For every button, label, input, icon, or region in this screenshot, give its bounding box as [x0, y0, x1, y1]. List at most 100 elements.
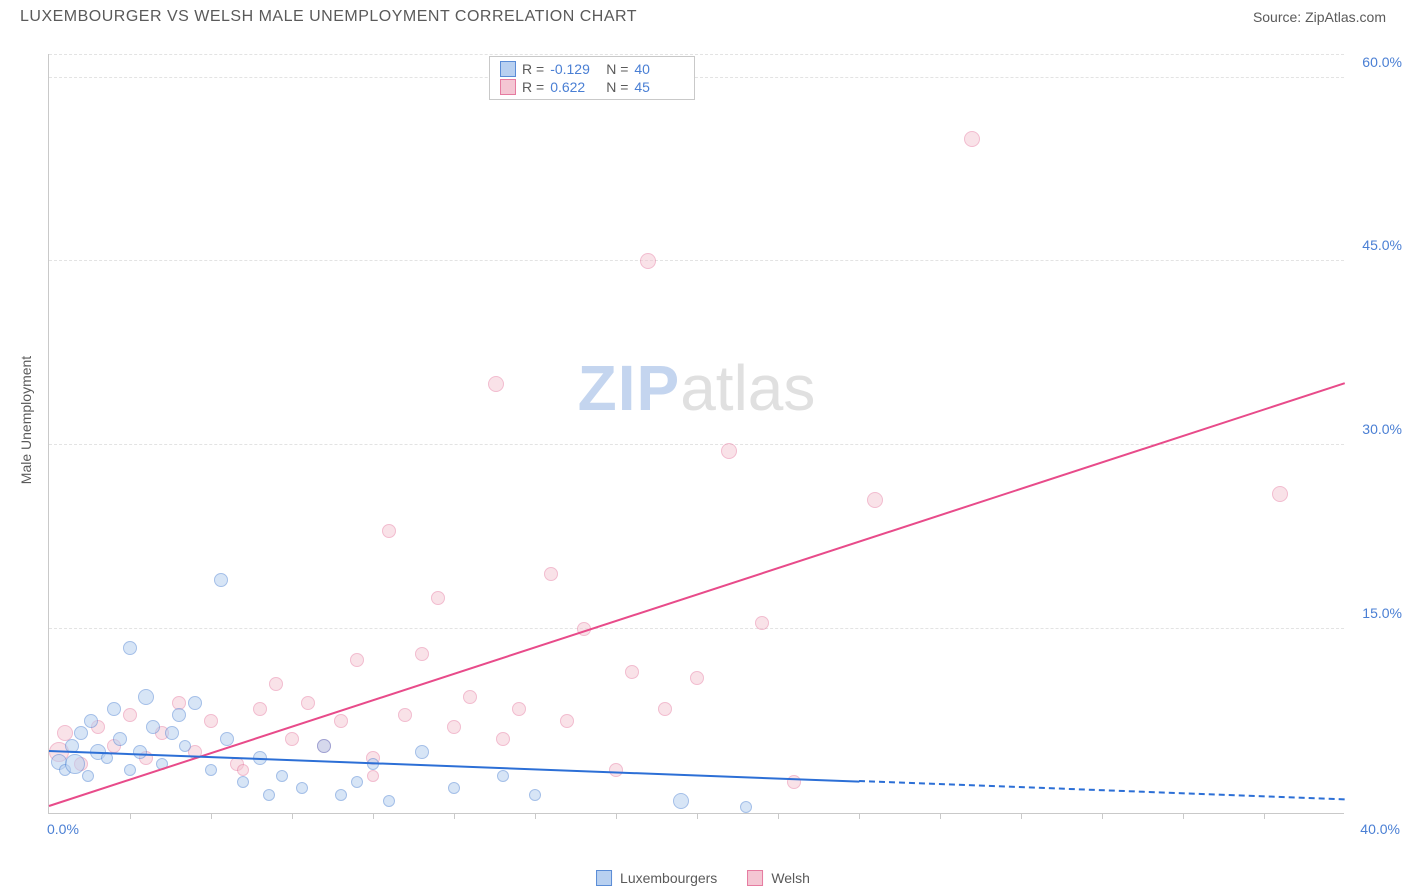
welsh-point [1272, 486, 1288, 502]
welsh-point [755, 616, 769, 630]
scatter-plot-area: ZIPatlas 15.0%30.0%45.0%60.0%0.0%40.0%R … [48, 54, 1344, 814]
lux-point [65, 754, 85, 774]
welsh-point [204, 714, 218, 728]
r-value: -0.129 [550, 61, 600, 77]
r-value: 0.622 [550, 79, 600, 95]
gridline [49, 54, 1344, 55]
legend-item-welsh: Welsh [747, 870, 810, 886]
welsh-point [237, 764, 249, 776]
welsh-point [690, 671, 704, 685]
r-label: R = [522, 61, 544, 77]
x-tick [211, 813, 212, 819]
lux-point [296, 782, 308, 794]
x-tick-label: 40.0% [1360, 821, 1400, 837]
welsh-point [253, 702, 267, 716]
watermark-atlas: atlas [680, 352, 815, 424]
x-tick [697, 813, 698, 819]
welsh-point [964, 131, 980, 147]
x-tick [1264, 813, 1265, 819]
lux-point [448, 782, 460, 794]
welsh-point [415, 647, 429, 661]
lux-point [415, 745, 429, 759]
lux-point [74, 726, 88, 740]
x-tick-label: 0.0% [47, 821, 79, 837]
y-tick-label: 15.0% [1362, 605, 1402, 621]
lux-point [740, 801, 752, 813]
r-label: R = [522, 79, 544, 95]
y-tick-label: 60.0% [1362, 54, 1402, 70]
lux-point [179, 740, 191, 752]
x-tick [1021, 813, 1022, 819]
legend-stat-row: R = 0.622 N = 45 [500, 79, 684, 95]
x-tick [616, 813, 617, 819]
lux-point [82, 770, 94, 782]
welsh-point [867, 492, 883, 508]
lux-point [351, 776, 363, 788]
welsh-point [285, 732, 299, 746]
n-label: N = [606, 79, 628, 95]
lux-point [497, 770, 509, 782]
welsh-point [350, 653, 364, 667]
chart-header: LUXEMBOURGER VS WELSH MALE UNEMPLOYMENT … [0, 0, 1406, 30]
correlation-legend: R = -0.129 N = 40 R = 0.622 N = 45 [489, 56, 695, 100]
welsh-point [463, 690, 477, 704]
gridline [49, 628, 1344, 629]
welsh-point [512, 702, 526, 716]
x-tick [373, 813, 374, 819]
welsh-point [658, 702, 672, 716]
n-label: N = [606, 61, 628, 77]
y-tick-label: 30.0% [1362, 421, 1402, 437]
lux-point [165, 726, 179, 740]
lux-point [205, 764, 217, 776]
swatch-icon [747, 870, 763, 886]
lux-point [383, 795, 395, 807]
y-tick-label: 45.0% [1362, 237, 1402, 253]
lux-point [146, 720, 160, 734]
welsh-point [269, 677, 283, 691]
lux-point [113, 732, 127, 746]
x-tick [130, 813, 131, 819]
lux-point [107, 702, 121, 716]
watermark-zip: ZIP [578, 352, 681, 424]
n-value: 40 [634, 61, 684, 77]
welsh-point [496, 732, 510, 746]
lux-point [172, 708, 186, 722]
lux-point [214, 573, 228, 587]
welsh-point [488, 376, 504, 392]
welsh-trendline [49, 382, 1346, 807]
swatch-icon [500, 79, 516, 95]
swatch-icon [596, 870, 612, 886]
welsh-point [560, 714, 574, 728]
welsh-point [301, 696, 315, 710]
welsh-point [334, 714, 348, 728]
lux-point [335, 789, 347, 801]
welsh-point [447, 720, 461, 734]
lux-point [263, 789, 275, 801]
gridline [49, 260, 1344, 261]
swatch-icon [500, 61, 516, 77]
lux-point [123, 641, 137, 655]
welsh-point [640, 253, 656, 269]
watermark: ZIPatlas [578, 351, 816, 425]
chart-title: LUXEMBOURGER VS WELSH MALE UNEMPLOYMENT … [20, 8, 637, 26]
welsh-point [123, 708, 137, 722]
lux-point [133, 745, 147, 759]
welsh-point [382, 524, 396, 538]
x-tick [292, 813, 293, 819]
lux-point [138, 689, 154, 705]
x-tick [454, 813, 455, 819]
gridline [49, 77, 1344, 78]
welsh-point [398, 708, 412, 722]
x-tick [778, 813, 779, 819]
x-tick [859, 813, 860, 819]
welsh-point [625, 665, 639, 679]
legend-label: Welsh [771, 870, 810, 886]
lux-point [276, 770, 288, 782]
legend-stat-row: R = -0.129 N = 40 [500, 61, 684, 77]
source-attribution: Source: ZipAtlas.com [1253, 9, 1386, 25]
n-value: 45 [634, 79, 684, 95]
welsh-point [721, 443, 737, 459]
lux-point [317, 739, 331, 753]
lux-point [237, 776, 249, 788]
series-legend: Luxembourgers Welsh [596, 870, 810, 886]
